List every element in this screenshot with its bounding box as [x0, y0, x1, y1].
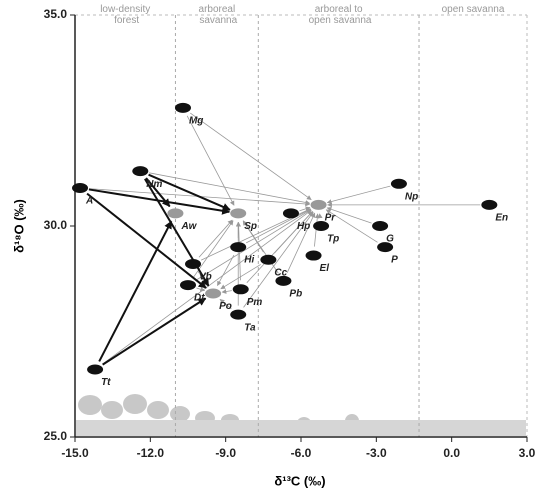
weak-link	[195, 209, 312, 281]
taxon-icon	[72, 183, 89, 194]
zone-label: low-density forest	[100, 4, 150, 26]
taxon-icon	[205, 288, 222, 299]
taxon-icon	[87, 364, 104, 375]
weak-link	[246, 208, 312, 244]
taxon-label: Aw	[180, 221, 197, 232]
taxon-icon	[377, 242, 394, 253]
taxon-icon	[313, 221, 330, 231]
x-axis-title: δ¹³C (‰)	[274, 473, 325, 488]
strong-link	[88, 188, 231, 215]
taxon-icon	[390, 178, 407, 189]
y-tick-label: 35.0	[44, 7, 68, 21]
taxon-icon	[260, 254, 277, 265]
taxon-label: Hi	[244, 255, 254, 266]
taxon-label: Dt	[194, 293, 205, 304]
x-tick-label: -9.0	[215, 446, 236, 460]
x-tick-label: -6.0	[291, 446, 312, 460]
taxon-icon	[305, 250, 322, 261]
taxon-label: Pm	[247, 297, 263, 308]
taxon-icon	[180, 280, 196, 291]
weak-link	[326, 206, 372, 224]
weak-link	[220, 264, 261, 290]
taxon-label: Pr	[325, 213, 337, 224]
taxon-label: Pb	[289, 289, 302, 300]
y-tick-label: 25.0	[44, 429, 68, 443]
weak-link	[190, 112, 312, 200]
weak-link	[186, 115, 235, 206]
taxon-label: G	[386, 234, 394, 245]
taxon-label: En	[495, 213, 508, 224]
strong-link	[98, 220, 173, 362]
taxon-icon	[167, 208, 184, 219]
weak-link	[299, 206, 311, 212]
taxon-label: Sp	[244, 221, 257, 232]
taxon-icon	[174, 102, 191, 113]
taxon-label: Ta	[244, 322, 256, 333]
x-tick-label: 0.0	[443, 446, 460, 460]
taxon-label: Nm	[146, 179, 162, 190]
taxon-label: Cc	[274, 267, 287, 278]
taxon-icon	[185, 258, 202, 269]
weak-link	[221, 289, 232, 294]
taxon-label: Po	[219, 301, 232, 312]
strong-link	[148, 173, 231, 211]
taxon-label: Np	[405, 191, 418, 202]
weak-link	[102, 209, 312, 365]
taxon-icon	[230, 309, 247, 320]
taxon-label: El	[320, 263, 330, 274]
taxon-icon	[310, 199, 327, 210]
x-tick-label: -3.0	[366, 446, 387, 460]
y-axis-title: δ¹⁸O (‰)	[11, 199, 26, 253]
taxon-icon	[481, 199, 498, 210]
weak-link	[219, 299, 232, 310]
taxon-label: Tp	[327, 234, 339, 245]
taxon-label: Vb	[199, 272, 212, 283]
x-tick-label: -12.0	[137, 446, 165, 460]
taxon-icon	[282, 208, 299, 219]
taxon-icon	[372, 221, 389, 231]
vegetation	[76, 394, 526, 436]
weak-link	[198, 219, 233, 258]
strong-link	[86, 192, 207, 289]
taxon-label: Tt	[101, 377, 111, 388]
strong-link	[144, 178, 210, 287]
weak-link	[326, 185, 391, 204]
weak-link	[192, 220, 234, 278]
x-tick-label: -15.0	[61, 446, 89, 460]
weak-link	[286, 212, 316, 273]
zone-label: arboreal savanna	[197, 4, 238, 26]
taxon-icon	[230, 242, 247, 253]
weak-link	[325, 209, 378, 243]
taxon-icon	[232, 284, 249, 295]
zone-label: arboreal to open savanna	[306, 4, 372, 26]
weak-link	[217, 254, 235, 287]
strong-link	[102, 297, 207, 366]
x-tick-label: 3.0	[519, 446, 536, 460]
y-tick-label: 30.0	[44, 218, 68, 232]
weak-link	[314, 213, 320, 247]
weak-link	[246, 211, 313, 283]
weak-link	[149, 172, 311, 205]
taxon-icon	[132, 166, 149, 177]
zone-label: open savanna	[442, 4, 505, 15]
weak-link	[243, 211, 314, 308]
taxon-label: Hp	[297, 221, 310, 232]
taxon-label: Mg	[189, 115, 203, 126]
taxon-icon	[275, 275, 292, 286]
taxon-label: P	[391, 255, 398, 266]
taxon-icon	[230, 208, 247, 219]
taxon-label: A	[85, 196, 93, 207]
